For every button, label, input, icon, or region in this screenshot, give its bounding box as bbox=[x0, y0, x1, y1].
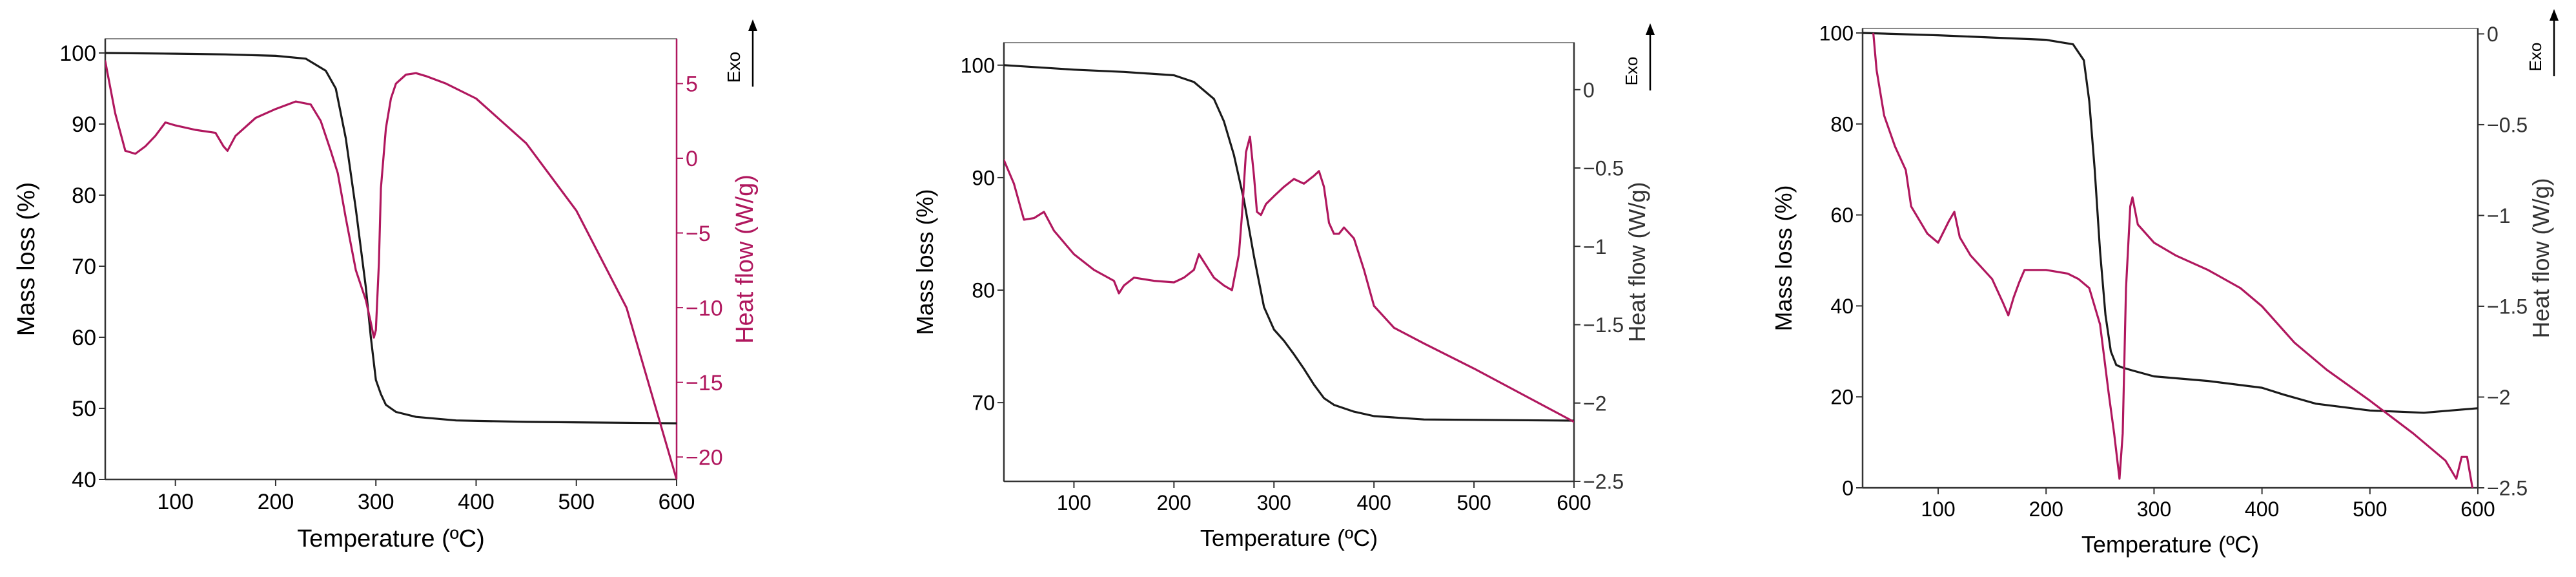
y2-tick-label: 0 bbox=[2487, 23, 2499, 46]
y-tick-label: 100 bbox=[1819, 22, 1854, 45]
plot-frame bbox=[1003, 42, 1575, 482]
y-tick-label: 70 bbox=[972, 392, 995, 415]
y2-tick-label: −15 bbox=[686, 371, 723, 395]
x-tick-label: 400 bbox=[1356, 491, 1391, 514]
x-tick-label: 100 bbox=[1057, 491, 1091, 514]
x-tick-label: 400 bbox=[2245, 498, 2279, 521]
y-tick-label: 60 bbox=[1830, 204, 1854, 227]
chart-3: 100 200 300 400 500 600 0 20 40 60 80 100 −2.5 −2 −1.5… bbox=[1770, 9, 2559, 558]
y2-tick-label: −1.5 bbox=[1583, 313, 1624, 337]
y2-tick-label: 5 bbox=[686, 72, 698, 97]
y2-tick-label: −1.5 bbox=[2487, 295, 2528, 318]
heat-flow-line bbox=[105, 60, 677, 479]
x-tick-label: 500 bbox=[2353, 498, 2387, 521]
y-tick-label: 40 bbox=[72, 468, 96, 492]
x-axis-title: Temperature (ºC) bbox=[2081, 531, 2259, 558]
y-tick-label: 90 bbox=[972, 166, 995, 189]
x-tick-label: 100 bbox=[1921, 498, 1955, 521]
x-tick-label: 600 bbox=[659, 490, 695, 514]
y2-axis-title: Heat flow (W/g) bbox=[1624, 182, 1650, 342]
chart-1: 100 200 300 400 500 600405060708090100−20−15−… bbox=[13, 19, 759, 552]
x-tick-label: 600 bbox=[2460, 498, 2495, 521]
x-tick-label: 500 bbox=[1457, 491, 1491, 514]
y2-tick-label: −20 bbox=[686, 446, 723, 470]
exo-arrow-icon bbox=[1646, 23, 1655, 35]
x-tick-label: 400 bbox=[458, 490, 495, 514]
y-tick-label: 80 bbox=[1830, 112, 1854, 136]
y-tick-label: 90 bbox=[72, 112, 96, 137]
exo-arrow-icon bbox=[748, 19, 757, 31]
plot-frame bbox=[1862, 28, 2479, 488]
y2-tick-label: −0.5 bbox=[1583, 157, 1624, 180]
y2-tick-label: −0.5 bbox=[2487, 113, 2528, 136]
x-tick-label: 200 bbox=[1157, 491, 1191, 514]
y2-tick-label: −2 bbox=[2487, 386, 2510, 409]
y-axis-title: Mass loss (%) bbox=[912, 189, 938, 335]
exo-label: Exo bbox=[2526, 43, 2545, 72]
exo-label: Exo bbox=[724, 52, 744, 83]
mass-loss-line bbox=[1863, 32, 2478, 414]
y-tick-label: 100 bbox=[961, 54, 995, 77]
x-tick-label: 300 bbox=[1257, 491, 1291, 514]
y2-axis-title: Heat flow (W/g) bbox=[731, 174, 759, 344]
x-tick-label: 200 bbox=[258, 490, 294, 514]
y-axis-title: Mass loss (%) bbox=[13, 182, 40, 337]
y-tick-label: 40 bbox=[1830, 295, 1854, 318]
y-tick-label: 100 bbox=[59, 41, 96, 66]
y2-tick-label: 0 bbox=[1583, 78, 1595, 101]
y2-tick-label: −2 bbox=[1583, 392, 1606, 415]
mass-loss-line bbox=[105, 52, 677, 425]
exo-arrow-icon bbox=[2550, 9, 2559, 21]
y-tick-label: 80 bbox=[972, 279, 995, 302]
y-tick-label: 50 bbox=[72, 397, 96, 421]
y2-axis-title: Heat flow (W/g) bbox=[2528, 178, 2554, 338]
x-tick-label: 200 bbox=[2029, 498, 2063, 521]
heat-flow-line bbox=[1872, 32, 2474, 488]
x-tick-label: 100 bbox=[157, 490, 194, 514]
x-tick-label: 500 bbox=[558, 490, 595, 514]
chart-2: 100 200 300 400 500 600 70 80 90 100 −2.5 −2 −1.5 −1 −… bbox=[912, 23, 1655, 551]
plot-frame bbox=[105, 38, 677, 480]
y-tick-label: 60 bbox=[72, 326, 96, 350]
exo-label: Exo bbox=[1622, 57, 1641, 86]
y2-tick-label: −1 bbox=[1583, 235, 1606, 258]
heat-flow-line bbox=[1004, 135, 1574, 423]
y-tick-label: 20 bbox=[1830, 386, 1854, 409]
mass-loss-line bbox=[1004, 64, 1574, 422]
x-axis-title: Temperature (ºC) bbox=[297, 525, 485, 552]
y-tick-label: 0 bbox=[1842, 477, 1854, 500]
x-tick-label: 600 bbox=[1557, 491, 1591, 514]
y-axis-title: Mass loss (%) bbox=[1770, 185, 1797, 331]
y-tick-label: 70 bbox=[72, 255, 96, 279]
x-tick-label: 300 bbox=[2137, 498, 2171, 521]
x-axis-title: Temperature (ºC) bbox=[1200, 525, 1378, 551]
y2-tick-label: −2.5 bbox=[1583, 470, 1624, 494]
y-tick-label: 80 bbox=[72, 184, 96, 208]
y2-tick-label: −10 bbox=[686, 296, 723, 320]
y2-tick-label: −1 bbox=[2487, 204, 2510, 227]
y2-tick-label: −2.5 bbox=[2487, 477, 2528, 500]
x-tick-label: 300 bbox=[358, 490, 394, 514]
y2-tick-label: 0 bbox=[686, 147, 698, 171]
y2-tick-label: −5 bbox=[686, 222, 711, 246]
